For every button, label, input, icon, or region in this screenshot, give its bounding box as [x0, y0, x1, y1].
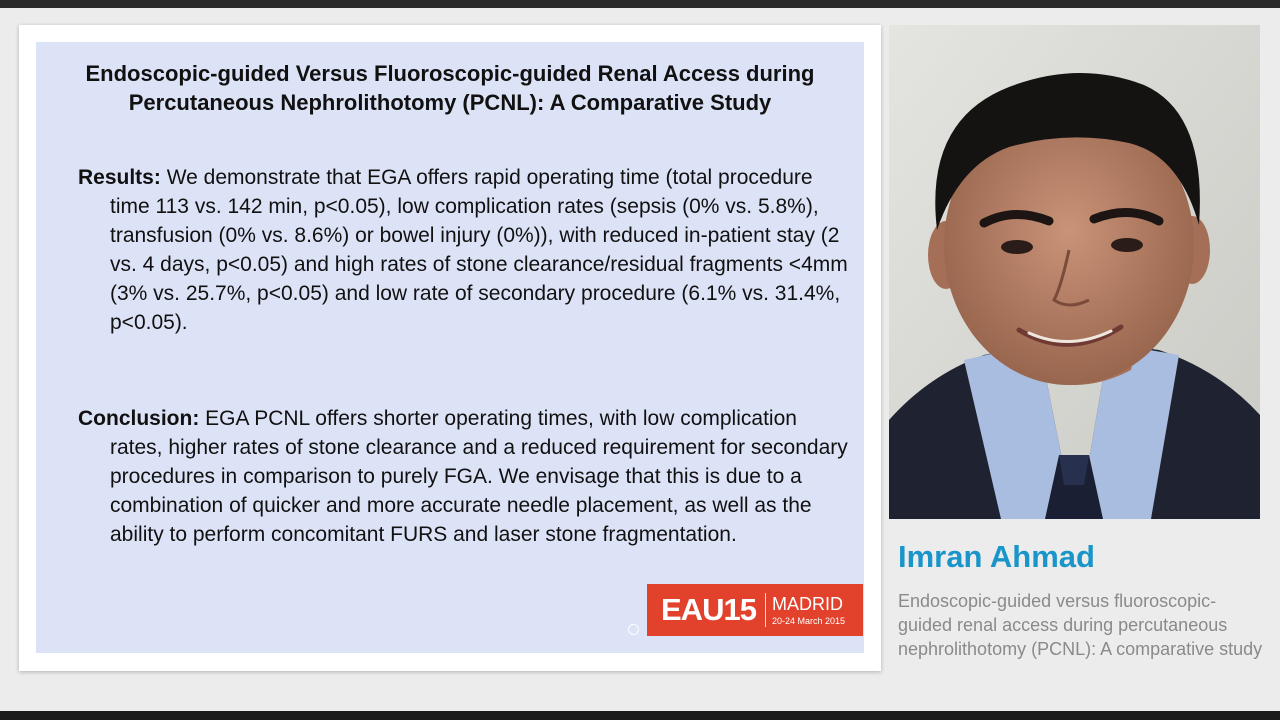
eau-logo-main: EAU15	[661, 592, 757, 627]
bottom-bar	[0, 711, 1280, 720]
talk-title: Endoscopic-guided versus fluoroscopic-gu…	[898, 591, 1263, 659]
conclusion-text: EGA PCNL offers shorter operating times,…	[110, 407, 848, 546]
eau-logo-city: MADRID	[772, 594, 843, 614]
slide-marker-icon	[628, 624, 639, 635]
results-text: We demonstrate that EGA offers rapid ope…	[110, 166, 848, 334]
speaker-name: Imran Ahmad	[898, 539, 1095, 574]
conclusion-label: Conclusion:	[78, 407, 206, 430]
slide-title: Endoscopic-guided Versus Fluoroscopic-gu…	[85, 61, 815, 115]
slide-frame: Endoscopic-guided Versus Fluoroscopic-gu…	[19, 25, 881, 671]
speaker-portrait-image	[889, 25, 1260, 519]
results-label: Results:	[78, 166, 167, 189]
eau-logo: EAU15 MADRID 20-24 March 2015	[647, 584, 863, 636]
slide: Endoscopic-guided Versus Fluoroscopic-gu…	[36, 42, 864, 653]
speaker-photo	[889, 25, 1260, 519]
eau-logo-divider	[765, 593, 766, 627]
conclusion-paragraph: Conclusion: EGA PCNL offers shorter oper…	[78, 404, 855, 549]
eau-logo-dates: 20-24 March 2015	[772, 616, 846, 626]
top-bar	[0, 0, 1280, 8]
results-paragraph: Results: We demonstrate that EGA offers …	[78, 163, 855, 337]
